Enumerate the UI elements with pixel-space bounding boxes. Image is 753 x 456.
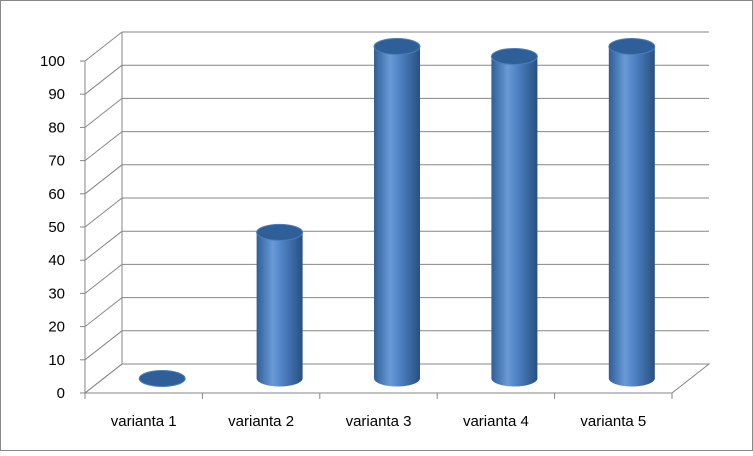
grid-line (84, 330, 123, 361)
x-tick-label: varianta 2 (228, 413, 294, 430)
bar-top (373, 38, 421, 55)
x-tick-label: varianta 5 (580, 413, 646, 430)
grid-line (84, 264, 123, 294)
grid-line (84, 64, 123, 95)
x-tick-label: varianta 3 (346, 413, 412, 430)
y-tick-label: 40 (48, 252, 65, 269)
grid-line (84, 230, 123, 261)
bar-top (490, 47, 538, 65)
y-tick-label: 90 (48, 86, 65, 103)
x-tick-label: varianta 4 (463, 413, 529, 430)
y-tick-label: 0 (57, 385, 65, 402)
grid-line (84, 131, 123, 161)
grid-line (84, 197, 123, 228)
bar-top (138, 370, 186, 387)
bar (608, 46, 655, 379)
y-tick-label: 50 (48, 219, 65, 236)
y-tick-label: 100 (40, 53, 65, 70)
y-tick-label: 20 (48, 319, 65, 336)
y-tick-label: 80 (48, 119, 65, 136)
y-tick-label: 10 (48, 352, 65, 369)
y-tick-label: 70 (48, 153, 65, 170)
y-tick-label: 60 (48, 186, 65, 203)
bar (256, 232, 303, 379)
bar-top (256, 223, 304, 241)
bar (374, 46, 420, 379)
grid-line (84, 164, 123, 195)
bar-top (608, 38, 656, 55)
grid-line (84, 98, 123, 128)
x-tick-label: varianta 1 (111, 413, 177, 430)
grid-line (84, 363, 123, 394)
y-tick-label: 30 (48, 285, 65, 302)
bar (491, 56, 538, 379)
grid-line (84, 297, 123, 327)
grid-line (84, 31, 123, 62)
